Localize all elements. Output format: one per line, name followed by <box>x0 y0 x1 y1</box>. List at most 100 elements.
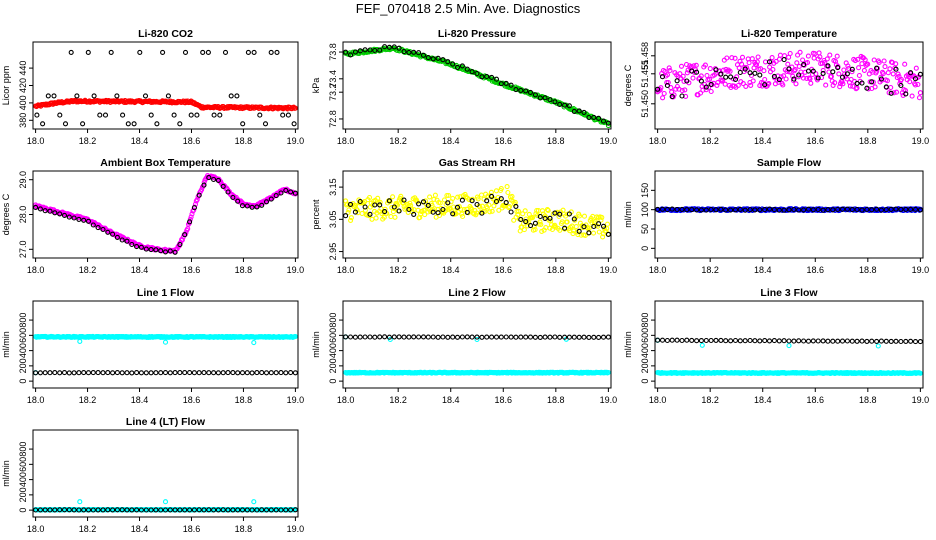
data-point <box>521 227 527 233</box>
data-point <box>552 99 558 105</box>
series-diagnostic-samples <box>33 370 298 376</box>
data-point <box>220 507 226 513</box>
data-point <box>268 196 274 202</box>
data-point <box>462 191 468 197</box>
data-point <box>511 217 517 223</box>
data-point <box>357 198 363 205</box>
data-point <box>459 63 465 69</box>
x-tick-label: 18.4 <box>754 265 772 275</box>
data-point <box>420 52 427 58</box>
data-point <box>129 507 135 513</box>
data-point <box>285 112 291 118</box>
data-point <box>669 206 675 212</box>
data-point <box>215 177 221 183</box>
y-tick-label: 73.2 <box>328 83 338 101</box>
data-point <box>883 207 889 213</box>
data-point <box>489 74 495 80</box>
data-point <box>840 81 846 87</box>
data-point <box>76 507 82 513</box>
data-point <box>187 507 193 513</box>
data-point <box>138 507 144 513</box>
data-point <box>810 207 816 213</box>
data-point <box>786 343 792 349</box>
data-point <box>283 507 289 513</box>
data-point <box>389 205 395 211</box>
data-point <box>753 62 760 68</box>
data-point <box>114 507 120 513</box>
data-point <box>878 207 884 213</box>
data-point <box>381 214 387 220</box>
data-point <box>786 207 792 213</box>
data-point <box>251 49 257 55</box>
data-point <box>700 87 706 93</box>
data-point <box>464 209 470 215</box>
y-tick-label: 3.15 <box>328 178 338 196</box>
data-point <box>781 207 787 213</box>
data-point <box>71 215 77 221</box>
data-point <box>33 370 39 376</box>
data-point <box>776 77 782 83</box>
data-point <box>591 334 597 340</box>
data-point <box>450 211 456 217</box>
data-point <box>411 334 417 340</box>
data-point <box>211 507 217 513</box>
data-point <box>143 246 149 252</box>
data-point <box>770 66 776 73</box>
data-point <box>723 207 729 213</box>
data-point <box>191 207 197 213</box>
x-tick-label: 19.0 <box>600 395 618 405</box>
data-point <box>57 112 63 118</box>
data-point <box>917 339 923 345</box>
data-point <box>883 84 889 90</box>
data-point <box>917 370 923 376</box>
y-tick-label: 27.0 <box>18 241 28 259</box>
y-axis-label: ml/min <box>1 331 11 358</box>
data-point <box>766 59 773 65</box>
data-point <box>598 217 604 223</box>
data-point <box>749 56 755 62</box>
x-tick-label: 18.8 <box>547 395 565 405</box>
data-point <box>596 229 602 235</box>
data-point <box>660 95 666 101</box>
data-point <box>896 73 902 79</box>
data-point <box>820 207 826 213</box>
data-point <box>849 338 855 344</box>
data-point <box>493 76 500 82</box>
data-point <box>493 334 500 340</box>
data-point <box>362 204 368 210</box>
x-tick-label: 18.0 <box>27 524 45 534</box>
data-point <box>406 206 412 213</box>
data-point <box>469 334 475 340</box>
data-point <box>498 334 504 340</box>
data-point <box>386 334 392 340</box>
data-point <box>739 61 745 67</box>
data-point <box>505 189 511 196</box>
data-point <box>283 187 289 193</box>
data-point <box>693 62 699 68</box>
data-point <box>162 339 169 345</box>
data-point <box>503 334 509 340</box>
data-point <box>90 222 96 228</box>
data-point <box>263 507 270 513</box>
data-point <box>786 338 792 344</box>
data-point <box>808 80 814 86</box>
data-point <box>52 210 58 216</box>
data-point <box>674 337 680 343</box>
data-point <box>888 206 894 212</box>
data-point <box>493 198 500 205</box>
data-point <box>469 198 475 204</box>
data-point <box>390 209 396 215</box>
series-2-5-min-average <box>343 45 611 129</box>
data-point <box>542 95 548 101</box>
data-point <box>748 82 754 88</box>
data-point <box>537 95 543 101</box>
data-point <box>503 200 509 206</box>
data-point <box>752 70 758 76</box>
x-tick-label: 18.0 <box>649 136 667 146</box>
data-point <box>508 334 514 340</box>
data-point <box>450 195 456 201</box>
data-point <box>844 206 850 212</box>
y-tick-label: 420 <box>18 78 28 93</box>
data-point <box>679 93 685 99</box>
data-point <box>230 370 236 376</box>
